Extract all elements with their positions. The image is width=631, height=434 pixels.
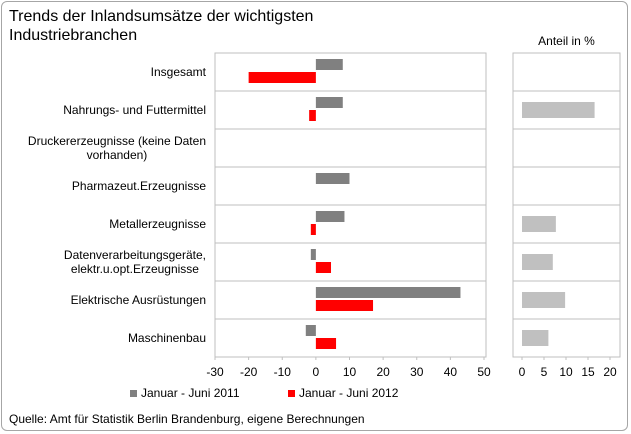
bar <box>315 59 343 70</box>
x-tick-label: -10 <box>274 365 292 379</box>
bar <box>315 211 345 222</box>
x-tick-label: 40 <box>444 365 458 379</box>
x-tick-label: 50 <box>477 365 491 379</box>
x-tick-label: 20 <box>376 365 390 379</box>
bar <box>522 216 556 232</box>
bar <box>315 262 332 273</box>
legend-swatch <box>288 390 295 397</box>
source: Quelle: Amt für Statistik Berlin Branden… <box>9 412 365 426</box>
bar <box>315 97 343 108</box>
category-label: Maschinenbau <box>127 331 206 345</box>
panel-title: Anteil in % <box>538 34 595 48</box>
x-tick-label: 5 <box>541 365 548 379</box>
chart-title: Trends der Inlandsumsätze der wichtigste… <box>9 8 314 44</box>
x-tick-label: 30 <box>410 365 424 379</box>
bar <box>522 292 566 308</box>
legend-label: Januar - Juni 2012 <box>299 386 399 400</box>
category-label: Druckererzeugnisse (keine Daten vorhande… <box>27 134 206 162</box>
category-label: Datenverarbeitungsgeräte, elektr.u.opt.E… <box>63 248 206 276</box>
bar <box>310 224 316 235</box>
x-tick-label: 20 <box>603 365 617 379</box>
x-tick-label: -20 <box>240 365 258 379</box>
category-label: Insgesamt <box>150 65 206 79</box>
x-tick-label: -30 <box>206 365 224 379</box>
legend-label: Januar - Juni 2011 <box>141 386 240 400</box>
category-label: Pharmazeut.Erzeugnisse <box>71 179 206 193</box>
category-label: Nahrungs- und Futtermittel <box>63 103 206 117</box>
bar <box>309 110 316 121</box>
bar <box>315 173 350 184</box>
x-tick-label: 15 <box>581 365 595 379</box>
bar <box>315 287 461 298</box>
x-tick-label: 0 <box>313 365 320 379</box>
bar <box>315 300 374 311</box>
category-label: Elektrische Ausrüstungen <box>70 293 206 307</box>
bar <box>248 72 316 83</box>
x-tick-label: 0 <box>519 365 526 379</box>
bar <box>315 338 337 349</box>
category-label: Metallerzeugnisse <box>109 217 206 231</box>
bar <box>305 325 316 336</box>
x-tick-label: 10 <box>343 365 357 379</box>
bar <box>310 249 316 260</box>
bar <box>522 102 595 118</box>
legend-swatch <box>130 390 137 397</box>
bar <box>522 330 549 346</box>
x-tick-label: 10 <box>559 365 573 379</box>
bar <box>522 254 553 270</box>
